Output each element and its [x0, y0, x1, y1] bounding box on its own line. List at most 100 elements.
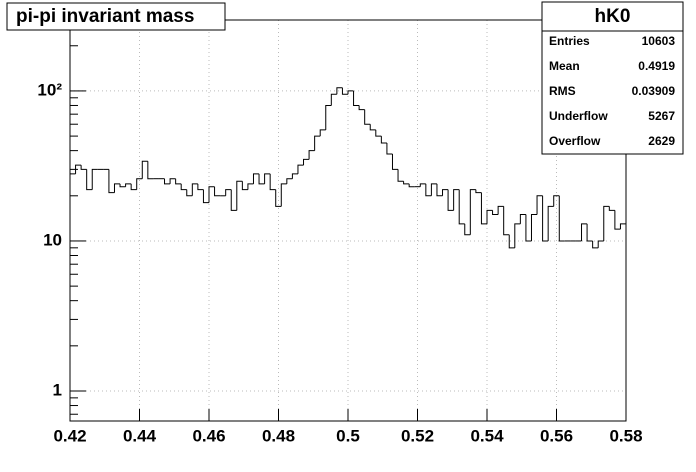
- x-tick-label: 0.52: [401, 426, 434, 445]
- stats-value: 10603: [642, 34, 676, 48]
- histogram-bin: [186, 189, 193, 197]
- histogram-bin: [141, 160, 148, 179]
- stats-value: 0.03909: [632, 84, 676, 98]
- histogram-bin: [80, 165, 87, 170]
- histogram-bin: [475, 189, 482, 194]
- histogram-bin: [113, 183, 121, 193]
- stats-label: Underflow: [549, 109, 608, 123]
- histogram-bin: [508, 234, 515, 249]
- histogram-bin: [197, 183, 204, 191]
- histogram-bin: [391, 153, 399, 170]
- stats-value: 5267: [648, 109, 675, 123]
- histogram-bin: [525, 214, 532, 242]
- title-box: [6, 2, 226, 31]
- stats-value: 2629: [648, 134, 675, 148]
- stats-label: Mean: [549, 59, 580, 73]
- histogram-bin: [280, 183, 287, 207]
- x-tick-label: 0.56: [540, 426, 573, 445]
- histogram-bin: [619, 223, 626, 230]
- histogram-bin: [581, 223, 588, 241]
- histogram-bin: [308, 150, 315, 160]
- histogram-bin: [586, 223, 593, 242]
- stats-box: [541, 1, 684, 155]
- histogram-bin: [614, 210, 621, 230]
- histogram-bin: [91, 168, 98, 190]
- histogram-bin: [225, 189, 232, 196]
- histogram-bin: [75, 164, 82, 174]
- histogram-bin: [430, 183, 437, 196]
- x-tick-label: 0.58: [609, 426, 642, 445]
- histogram-bin: [325, 104, 332, 130]
- stats-value: 0.4919: [638, 59, 675, 73]
- histogram-bin: [380, 136, 387, 144]
- histogram-bin: [341, 87, 348, 95]
- histogram-bin: [230, 189, 237, 211]
- x-tick-label: 0.44: [123, 426, 157, 445]
- histogram-bin: [480, 192, 487, 225]
- histogram-bin: [164, 178, 171, 185]
- histogram-bin: [497, 205, 504, 215]
- histogram-bin: [464, 223, 471, 236]
- histogram-bin: [592, 240, 599, 249]
- histogram-bin: [408, 183, 415, 188]
- stats-label: Overflow: [549, 134, 601, 148]
- histogram-bin: [447, 189, 454, 211]
- histogram-bin: [119, 183, 126, 188]
- histogram-bin: [514, 223, 521, 248]
- histogram-bin: [386, 142, 393, 155]
- y-tick-label: 10²: [37, 80, 62, 99]
- x-tick-label: 0.48: [262, 426, 295, 445]
- histogram-bin: [297, 164, 304, 174]
- histogram-bin: [147, 161, 154, 180]
- histogram-bin: [458, 189, 465, 225]
- histogram-bin: [303, 158, 310, 166]
- stats-title: hK0: [595, 6, 631, 27]
- x-tick-label: 0.5: [336, 426, 360, 445]
- histogram-bin: [558, 195, 565, 242]
- histogram-bin: [319, 129, 326, 137]
- x-tick-label: 0.54: [470, 426, 504, 445]
- histogram-bin: [252, 173, 260, 184]
- histogram-bin: [108, 169, 115, 194]
- histogram-bin: [536, 195, 543, 215]
- histogram-bin: [519, 214, 526, 224]
- histogram-bin: [425, 183, 432, 197]
- histogram-bin: [397, 169, 404, 182]
- histogram-bin: [125, 183, 132, 187]
- histogram-bin: [403, 181, 410, 185]
- histogram-bin: [503, 206, 510, 236]
- histogram-bin: [453, 189, 460, 211]
- y-tick-label: 10: [43, 230, 62, 249]
- histogram-bin: [553, 195, 560, 207]
- x-tick-label: 0.42: [53, 426, 86, 445]
- histogram-bin: [202, 189, 209, 204]
- histogram-bin: [258, 173, 265, 185]
- chart-title: pi-pi invariant mass: [16, 6, 194, 27]
- x-tick-label: 0.46: [192, 426, 225, 445]
- histogram-bin: [369, 124, 376, 131]
- histogram-bin: [180, 183, 187, 191]
- histogram-bin: [241, 181, 248, 191]
- histogram-bin: [353, 90, 360, 106]
- histogram-bin: [130, 183, 137, 191]
- histogram-bin: [191, 183, 198, 196]
- histogram-bin: [603, 205, 610, 241]
- histogram-bin: [247, 183, 254, 190]
- histogram-bin: [330, 93, 337, 106]
- histogram-bin: [214, 186, 221, 197]
- stats-label: Entries: [549, 34, 590, 48]
- histogram-bin: [86, 169, 93, 191]
- histogram-bin: [291, 173, 298, 179]
- histogram-bin: [269, 173, 276, 191]
- histogram-bin: [275, 189, 282, 207]
- histogram-bin: [547, 205, 554, 241]
- histogram-bin: [486, 209, 493, 224]
- histogram-bin: [419, 183, 426, 187]
- histogram-bin: [347, 90, 354, 95]
- histogram-bin: [442, 189, 449, 196]
- histogram-bin: [175, 178, 182, 185]
- histogram-bin: [492, 210, 499, 216]
- histogram-bin: [169, 178, 176, 184]
